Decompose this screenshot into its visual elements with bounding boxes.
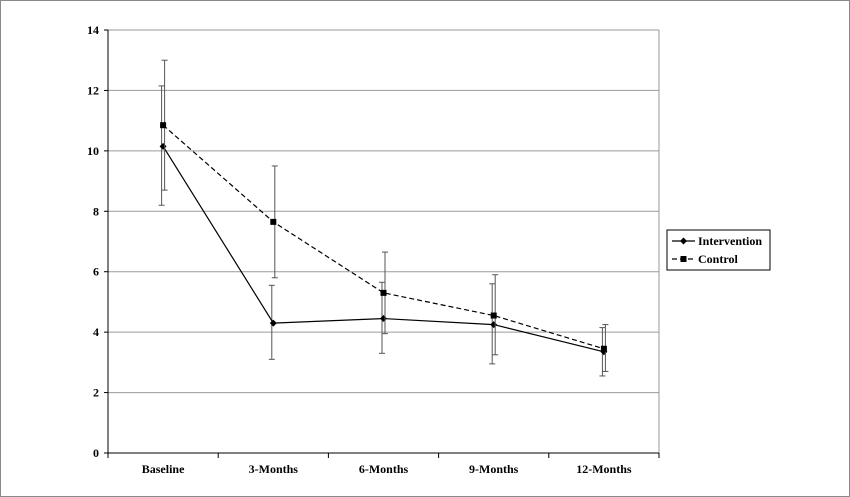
y-tick-label: 14 — [87, 23, 99, 37]
x-tick-label: 6-Months — [359, 462, 409, 476]
gridlines — [108, 29, 660, 453]
y-tick-label: 0 — [93, 446, 99, 460]
x-tick-label: 9-Months — [469, 462, 519, 476]
x-tick-label: Baseline — [142, 462, 185, 476]
data-point — [490, 312, 497, 319]
y-tick-label: 4 — [93, 325, 99, 339]
data-point — [490, 321, 498, 329]
data-point — [380, 315, 387, 323]
y-tick-label: 8 — [93, 204, 99, 218]
data-point — [160, 122, 167, 129]
y-tick-label: 2 — [93, 386, 99, 400]
series-line-control — [162, 124, 605, 350]
data-point — [269, 319, 277, 327]
data-point — [159, 142, 167, 150]
data-point — [380, 289, 387, 296]
legend-marker — [680, 256, 687, 262]
x-tick-label: 3-Months — [249, 462, 299, 476]
y-tick-label: 12 — [87, 83, 99, 97]
legend-label-control: Control — [698, 252, 738, 266]
legend-box — [666, 229, 771, 271]
legend-label-intervention: Intervention — [698, 234, 762, 248]
x-tick-labels: Baseline 3-Months 6-Months 9-Months 12-Month… — [142, 462, 632, 476]
data-point — [600, 345, 607, 352]
series — [158, 59, 609, 377]
data-point — [270, 218, 277, 225]
y-tick-label: 6 — [93, 265, 99, 279]
y-tick-label: 10 — [87, 144, 99, 158]
series-control — [160, 59, 609, 372]
legend-marker — [680, 237, 687, 245]
axes — [104, 29, 660, 458]
x-tick-label: 12-Months — [576, 462, 632, 476]
legend: Intervention Control — [666, 229, 771, 271]
y-tick-labels: 0 2 4 6 8 10 12 14 — [87, 23, 99, 460]
